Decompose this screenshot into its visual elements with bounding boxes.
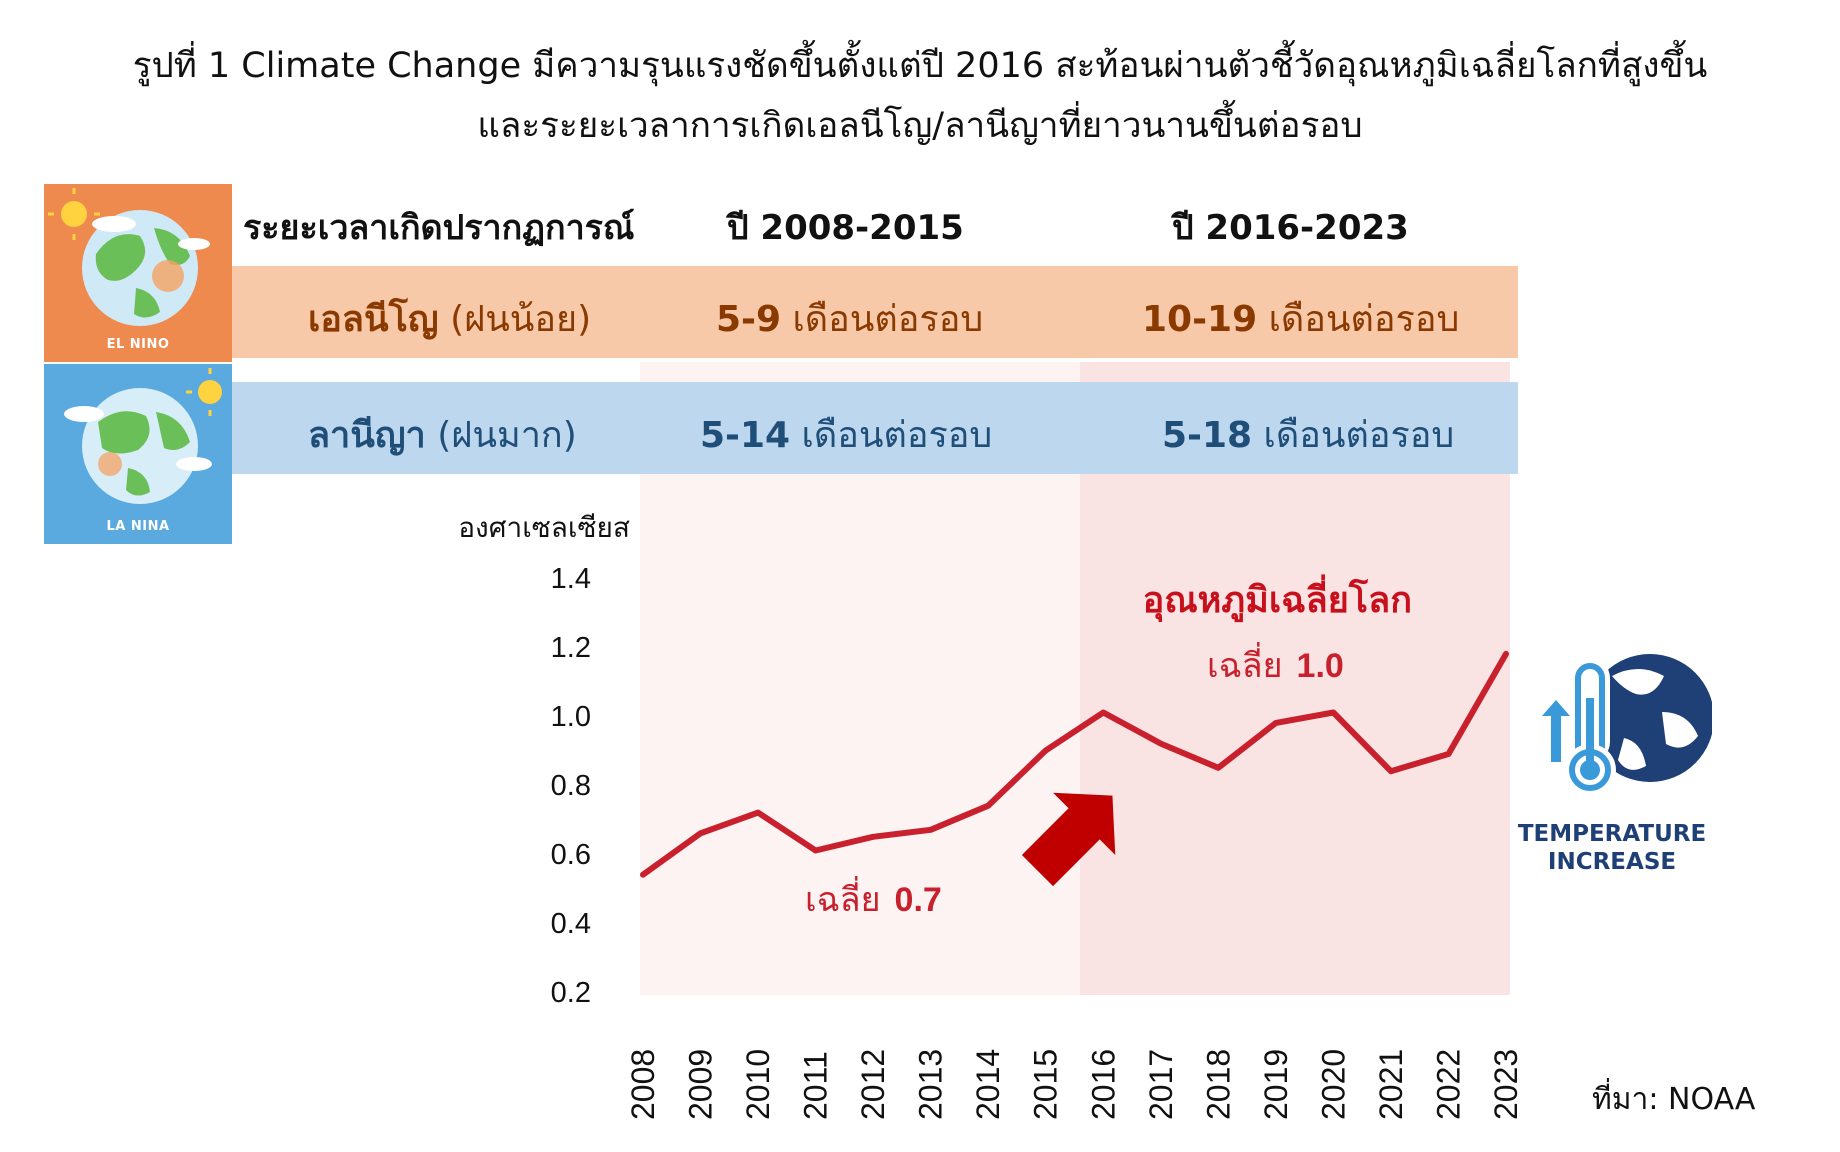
x-tick-label: 2010 <box>740 1049 776 1120</box>
x-tick-label: 2012 <box>855 1049 891 1120</box>
el-nino-period-1-cell: 5-9 เดือนต่อรอบ <box>716 290 983 347</box>
y-tick-label: 1.0 <box>551 701 591 733</box>
x-tick-label: 2019 <box>1258 1049 1294 1120</box>
la-nina-icon: LA NINA <box>44 364 232 544</box>
x-tick-label: 2009 <box>683 1049 719 1120</box>
la-nina-period-1-unit: เดือนต่อรอบ <box>801 415 993 456</box>
la-nina-period-1-value: 5-14 <box>700 415 791 456</box>
x-tick-label: 2022 <box>1430 1049 1466 1120</box>
y-tick-label: 0.2 <box>551 977 591 1009</box>
temperature-label-line-1: TEMPERATURE <box>1517 821 1707 847</box>
x-tick-label: 2013 <box>913 1049 949 1120</box>
table-header-period-1: ปี 2008-2015 <box>727 208 964 248</box>
el-nino-row <box>232 266 1518 358</box>
temperature-increase-icon: TEMPERATURE INCREASE <box>1512 642 1714 882</box>
figure-title-line-2: และระยะเวลาการเกิดเอลนีโญ/ลานีญาที่ยาวนา… <box>477 106 1363 146</box>
x-tick-label: 2011 <box>798 1051 834 1120</box>
la-nina-period-2-value: 5-18 <box>1162 415 1253 456</box>
x-tick-label: 2021 <box>1373 1049 1409 1120</box>
el-nino-icon-label: EL NINO <box>106 337 170 352</box>
x-tick-label: 2015 <box>1028 1049 1064 1120</box>
y-tick-label: 0.4 <box>551 908 591 940</box>
thermometer-globe-icon <box>1542 654 1714 796</box>
el-nino-icon: EL NINO <box>44 184 232 362</box>
x-tick-label: 2023 <box>1488 1049 1524 1120</box>
series-label: อุณหภูมิเฉลี่ยโลก <box>1143 574 1412 623</box>
el-nino-globe-icon <box>48 188 210 326</box>
la-nina-name: ลานีญา <box>308 415 426 456</box>
el-nino-note: (ฝนน้อย) <box>450 299 592 340</box>
la-nina-globe-icon <box>64 368 222 504</box>
la-nina-note: (ฝนมาก) <box>437 415 577 456</box>
la-nina-period-1-cell: 5-14 เดือนต่อรอบ <box>700 406 992 463</box>
x-tick-label: 2014 <box>970 1049 1006 1120</box>
el-nino-name-cell: เอลนีโญ (ฝนน้อย) <box>308 290 591 347</box>
el-nino-period-2-value: 10-19 <box>1142 299 1258 340</box>
la-nina-name-cell: ลานีญา (ฝนมาก) <box>308 406 577 463</box>
table-header-phenomenon: ระยะเวลาเกิดปรากฏการณ์ <box>243 208 635 248</box>
la-nina-row <box>232 382 1518 474</box>
avg-label-period-1: เฉลี่ย 0.7 <box>805 876 942 919</box>
x-tick-label: 2018 <box>1200 1049 1236 1120</box>
x-tick-label: 2020 <box>1315 1049 1351 1120</box>
el-nino-period-1-value: 5-9 <box>716 299 782 340</box>
trend-arrow-icon <box>1021 792 1116 887</box>
table-header-period-2: ปี 2016-2023 <box>1172 208 1409 248</box>
y-tick-label: 0.6 <box>551 839 591 871</box>
el-nino-period-2-unit: เดือนต่อรอบ <box>1268 299 1460 340</box>
x-tick-label: 2016 <box>1085 1049 1121 1120</box>
y-tick-label: 0.8 <box>551 770 591 802</box>
figure-title-line-1: รูปที่ 1 Climate Change มีความรุนแรงชัดข… <box>132 46 1708 86</box>
temperature-label-line-2: INCREASE <box>1547 849 1677 875</box>
x-tick-label: 2017 <box>1143 1049 1179 1120</box>
avg-label-period-2: เฉลี่ย 1.0 <box>1207 642 1344 685</box>
x-tick-label: 2008 <box>625 1049 661 1120</box>
la-nina-period-2-cell: 5-18 เดือนต่อรอบ <box>1162 406 1454 463</box>
el-nino-period-1-unit: เดือนต่อรอบ <box>792 299 984 340</box>
el-nino-name: เอลนีโญ <box>308 299 439 340</box>
series-line-global-temperature <box>640 650 1509 878</box>
y-tick-label: 1.2 <box>551 632 591 664</box>
y-tick-label: 1.4 <box>551 563 591 595</box>
source-note: ที่มา: NOAA <box>1592 1082 1756 1117</box>
temperature-increase-text: TEMPERATURE INCREASE <box>1512 820 1712 876</box>
la-nina-icon-label: LA NINA <box>106 519 170 534</box>
y-axis-label: องศาเซลเซียส <box>458 512 630 543</box>
la-nina-period-2-unit: เดือนต่อรอบ <box>1263 415 1455 456</box>
el-nino-period-2-cell: 10-19 เดือนต่อรอบ <box>1142 290 1459 347</box>
